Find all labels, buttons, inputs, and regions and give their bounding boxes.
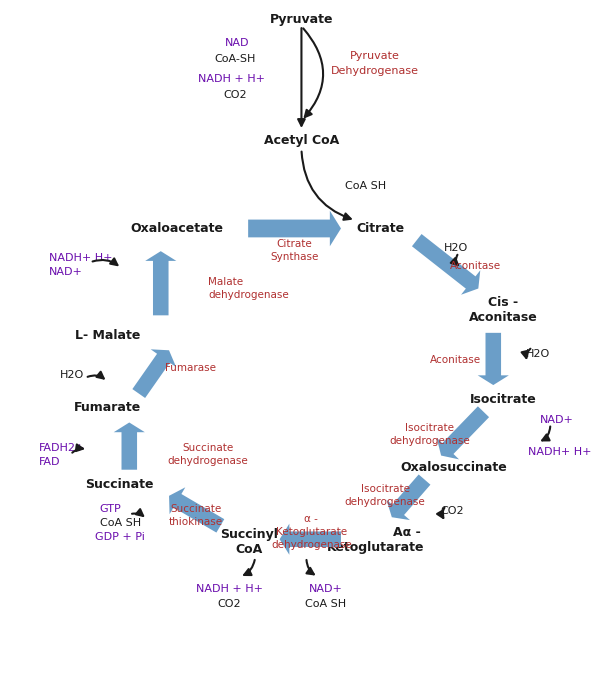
Text: FADH2+: FADH2+ <box>39 443 85 452</box>
Text: Aconitase: Aconitase <box>430 355 481 365</box>
Text: Succinate: Succinate <box>85 478 154 491</box>
Text: NADH + H+: NADH + H+ <box>196 584 263 594</box>
Text: Aα -: Aα - <box>393 526 421 539</box>
Text: Fumarate: Fumarate <box>74 401 141 414</box>
Text: thiokinase: thiokinase <box>169 517 223 527</box>
Text: Citrate: Citrate <box>277 239 313 249</box>
Text: CoA SH: CoA SH <box>305 599 347 609</box>
Text: FAD: FAD <box>39 457 60 466</box>
Text: dehydrogenase: dehydrogenase <box>271 540 352 550</box>
Text: NAD: NAD <box>225 38 250 48</box>
Text: CO2: CO2 <box>224 90 247 100</box>
Text: Isocitrate: Isocitrate <box>470 393 536 406</box>
Text: dehydrogenase: dehydrogenase <box>389 436 470 446</box>
Text: Isocitrate: Isocitrate <box>361 484 410 494</box>
Text: dehydrogenase: dehydrogenase <box>167 455 248 466</box>
Text: Dehydrogenase: Dehydrogenase <box>331 66 419 76</box>
Text: Ketoglutarate: Ketoglutarate <box>326 541 424 554</box>
Text: Pyruvate: Pyruvate <box>350 51 400 61</box>
Text: GTP: GTP <box>100 505 122 514</box>
Text: Malate: Malate <box>208 278 243 287</box>
Text: α -: α - <box>304 514 318 524</box>
Text: Isocitrate: Isocitrate <box>405 423 454 432</box>
Text: Citrate: Citrate <box>356 222 404 235</box>
Text: H2O: H2O <box>444 244 468 253</box>
Text: Succinate: Succinate <box>170 505 222 514</box>
Text: CoA SH: CoA SH <box>345 180 386 191</box>
Text: CoA-SH: CoA-SH <box>215 54 256 64</box>
Text: H2O: H2O <box>60 370 85 380</box>
Text: Acetyl CoA: Acetyl CoA <box>264 135 339 147</box>
Text: Succinyl: Succinyl <box>220 527 278 541</box>
Text: Oxalosuccinate: Oxalosuccinate <box>401 461 508 474</box>
Text: L- Malate: L- Malate <box>75 328 140 341</box>
Text: Aconitase: Aconitase <box>450 262 501 271</box>
Text: Synthase: Synthase <box>271 253 319 262</box>
Text: Fumarase: Fumarase <box>165 363 216 373</box>
Text: Aconitase: Aconitase <box>469 311 538 323</box>
Text: NAD+: NAD+ <box>49 267 82 278</box>
Text: CoA: CoA <box>236 543 263 556</box>
Text: CoA SH: CoA SH <box>100 518 141 528</box>
Text: Pyruvate: Pyruvate <box>269 12 333 26</box>
Text: Oxaloacetate: Oxaloacetate <box>130 222 223 235</box>
Text: H2O: H2O <box>526 349 550 359</box>
Text: Cis -: Cis - <box>488 296 518 309</box>
Text: dehydrogenase: dehydrogenase <box>344 498 425 507</box>
Text: NADH+ H+: NADH+ H+ <box>49 253 112 263</box>
Text: CO2: CO2 <box>440 507 464 516</box>
Text: NAD+: NAD+ <box>309 584 343 594</box>
Text: Succinate: Succinate <box>182 443 233 452</box>
Text: NAD+: NAD+ <box>540 415 574 425</box>
Text: CO2: CO2 <box>218 599 241 609</box>
Text: NADH+ H+: NADH+ H+ <box>529 446 592 457</box>
Text: Ketoglutarate: Ketoglutarate <box>276 527 347 537</box>
Text: GDP + Pi: GDP + Pi <box>95 532 145 542</box>
Text: dehydrogenase: dehydrogenase <box>208 290 289 301</box>
Text: NADH + H+: NADH + H+ <box>198 74 265 84</box>
